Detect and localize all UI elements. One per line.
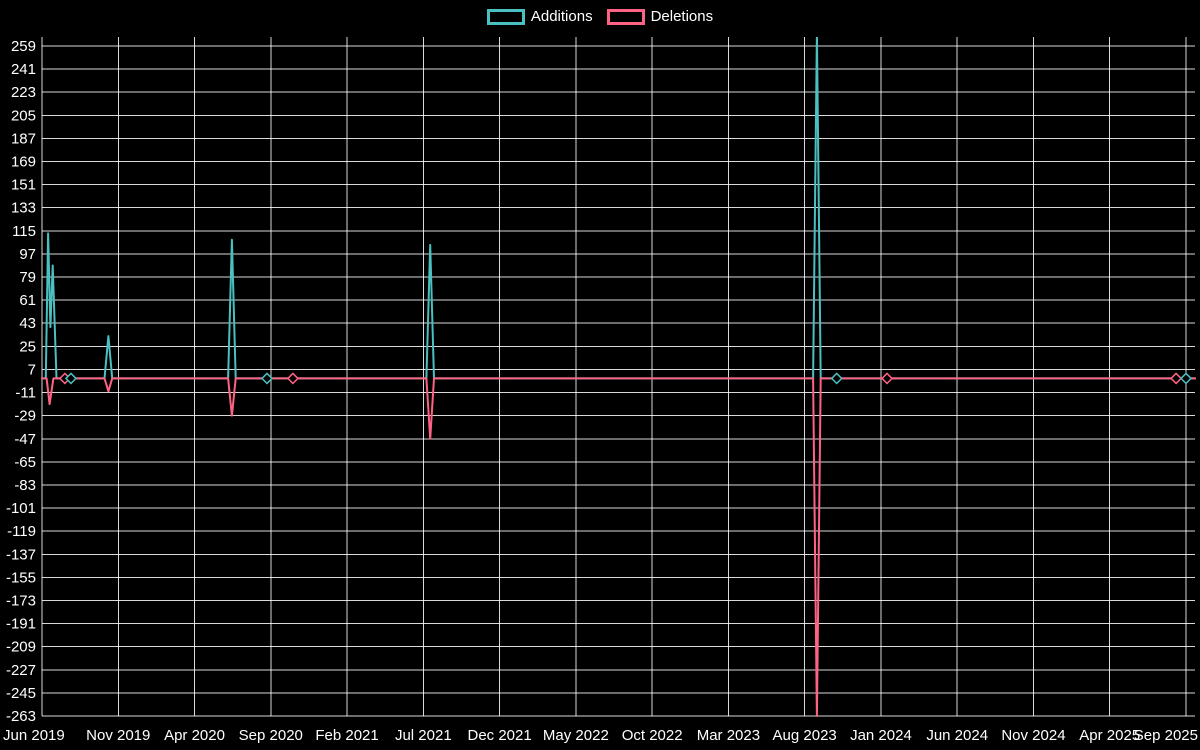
x-tick-label: Nov 2019 [86,727,150,744]
y-tick-label: -227 [6,662,36,679]
y-tick-label: -155 [6,569,36,586]
y-tick-label: -263 [6,708,36,725]
y-tick-label: -173 [6,592,36,609]
deletions-line [41,377,1196,717]
y-tick-label: -101 [6,500,36,517]
y-tick-label: 133 [11,200,36,217]
y-tick-label: 205 [11,107,36,124]
additions-point-marker [1179,372,1193,385]
y-tick-label: 241 [11,61,36,78]
y-tick-label: -137 [6,546,36,563]
chart-legend: Additions Deletions [0,9,1200,25]
x-tick-label: Apr 2020 [164,727,225,744]
y-tick-label: 259 [11,38,36,55]
deletions-point-marker [286,372,299,385]
legend-item-deletions[interactable]: Deletions [606,8,714,25]
additions-point-marker [830,372,843,385]
x-tick-label: Mar 2023 [697,727,760,744]
legend-item-additions[interactable]: Additions [486,8,593,25]
x-tick-label: Feb 2021 [315,727,378,744]
legend-label-additions: Additions [530,8,593,25]
x-tick-label: Apr 2025 [1079,727,1140,744]
y-tick-label: -83 [14,477,36,494]
y-tick-label: 43 [19,315,36,332]
x-tick-label: May 2022 [543,727,609,744]
y-tick-label: -119 [7,523,36,540]
y-tick-label: -29 [14,408,36,425]
y-tick-label: 151 [11,177,36,194]
x-tick-label: Jun 2024 [926,727,988,744]
deletions-point-marker [880,372,894,385]
additions-point-marker [64,372,78,385]
y-tick-label: -11 [15,385,36,402]
y-tick-label: 61 [19,292,36,309]
additions-line [41,37,1196,380]
x-tick-label: Oct 2022 [622,727,683,744]
y-tick-label: 97 [19,246,36,263]
additions-point-marker [260,372,274,385]
x-tick-label: Nov 2024 [1001,727,1065,744]
y-tick-label: 7 [28,361,36,378]
y-tick-label: 115 [12,223,36,240]
x-tick-label: Jan 2024 [850,727,912,744]
y-tick-label: 187 [11,130,36,147]
y-tick-label: -191 [6,616,36,633]
legend-swatch-deletions-icon [606,9,645,25]
y-tick-label: 79 [19,269,36,286]
y-tick-label: -65 [14,454,36,471]
y-tick-label: 25 [19,338,36,355]
x-tick-label: Aug 2023 [773,727,837,744]
legend-label-deletions: Deletions [650,8,714,25]
y-tick-label: -47 [14,431,36,448]
legend-swatch-additions-icon [486,9,525,25]
y-tick-label: -209 [6,639,36,656]
y-tick-label: 169 [11,154,36,171]
x-tick-label: Jul 2021 [395,727,452,744]
x-tick-label: Sep 2025 [1134,727,1198,744]
y-tick-label: -245 [6,685,36,702]
x-tick-label: Jun 2019 [3,727,65,744]
deletions-point-marker [1170,372,1183,385]
y-tick-label: 223 [11,84,36,101]
x-tick-label: Dec 2021 [467,727,531,744]
x-tick-label: Sep 2020 [239,727,303,744]
